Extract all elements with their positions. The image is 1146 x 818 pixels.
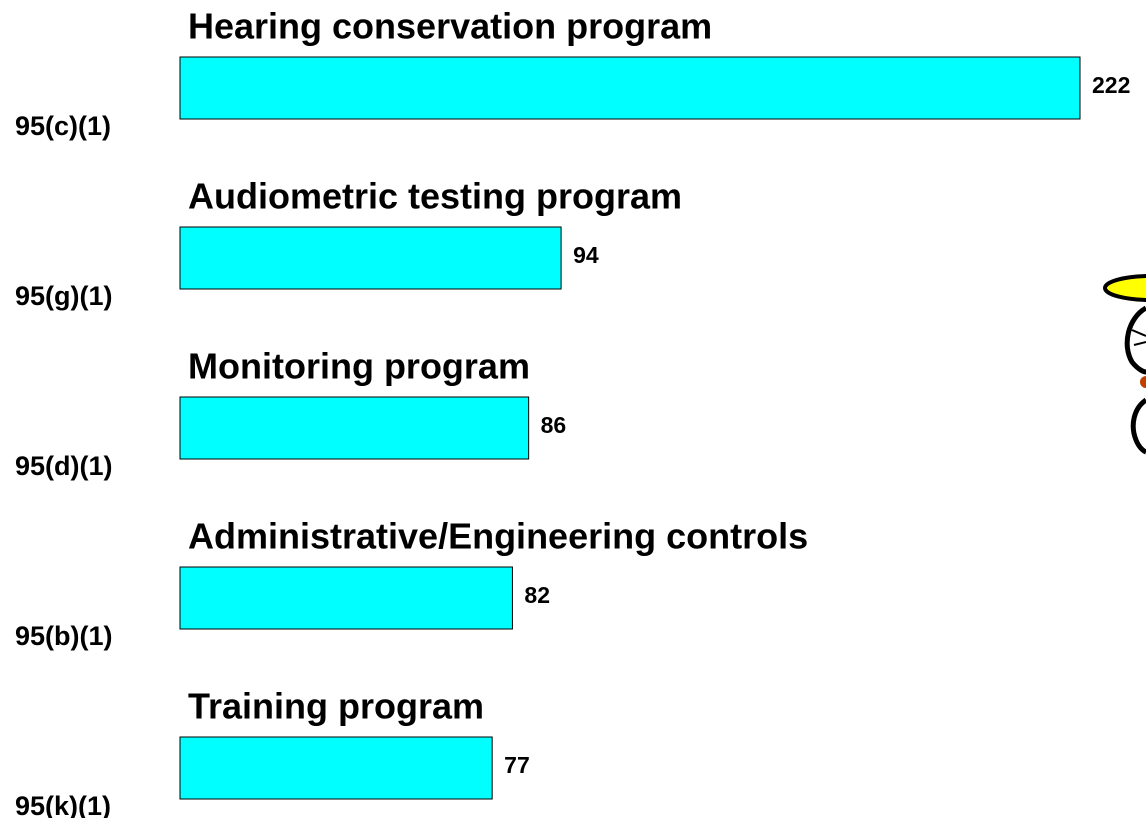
value-label: 82 — [524, 582, 550, 608]
bar — [180, 567, 512, 629]
value-label: 77 — [504, 752, 530, 778]
bar-title: Audiometric testing program — [188, 176, 682, 217]
bar — [180, 57, 1080, 119]
value-label: 86 — [541, 412, 567, 438]
cartoon-figure — [1105, 276, 1146, 452]
bar — [180, 227, 561, 289]
category-label: 95(k)(1) — [15, 791, 111, 818]
bar-title: Administrative/Engineering controls — [188, 516, 808, 557]
bar-title: Hearing conservation program — [188, 6, 712, 47]
chart: Hearing conservation program 222 95(c)(1) A… — [0, 0, 1146, 818]
category-label: 95(g)(1) — [15, 281, 113, 311]
value-label: 222 — [1092, 72, 1130, 98]
bar-title: Training program — [188, 686, 484, 727]
category-label: 95(b)(1) — [15, 621, 113, 651]
category-label: 95(d)(1) — [15, 451, 113, 481]
page: {"chart_data": {"type": "bar", "orientat… — [0, 0, 1146, 818]
bar-title: Monitoring program — [188, 346, 530, 387]
bar — [180, 737, 492, 799]
category-label: 95(c)(1) — [15, 111, 111, 141]
value-label: 94 — [573, 242, 599, 268]
bar — [180, 397, 529, 459]
